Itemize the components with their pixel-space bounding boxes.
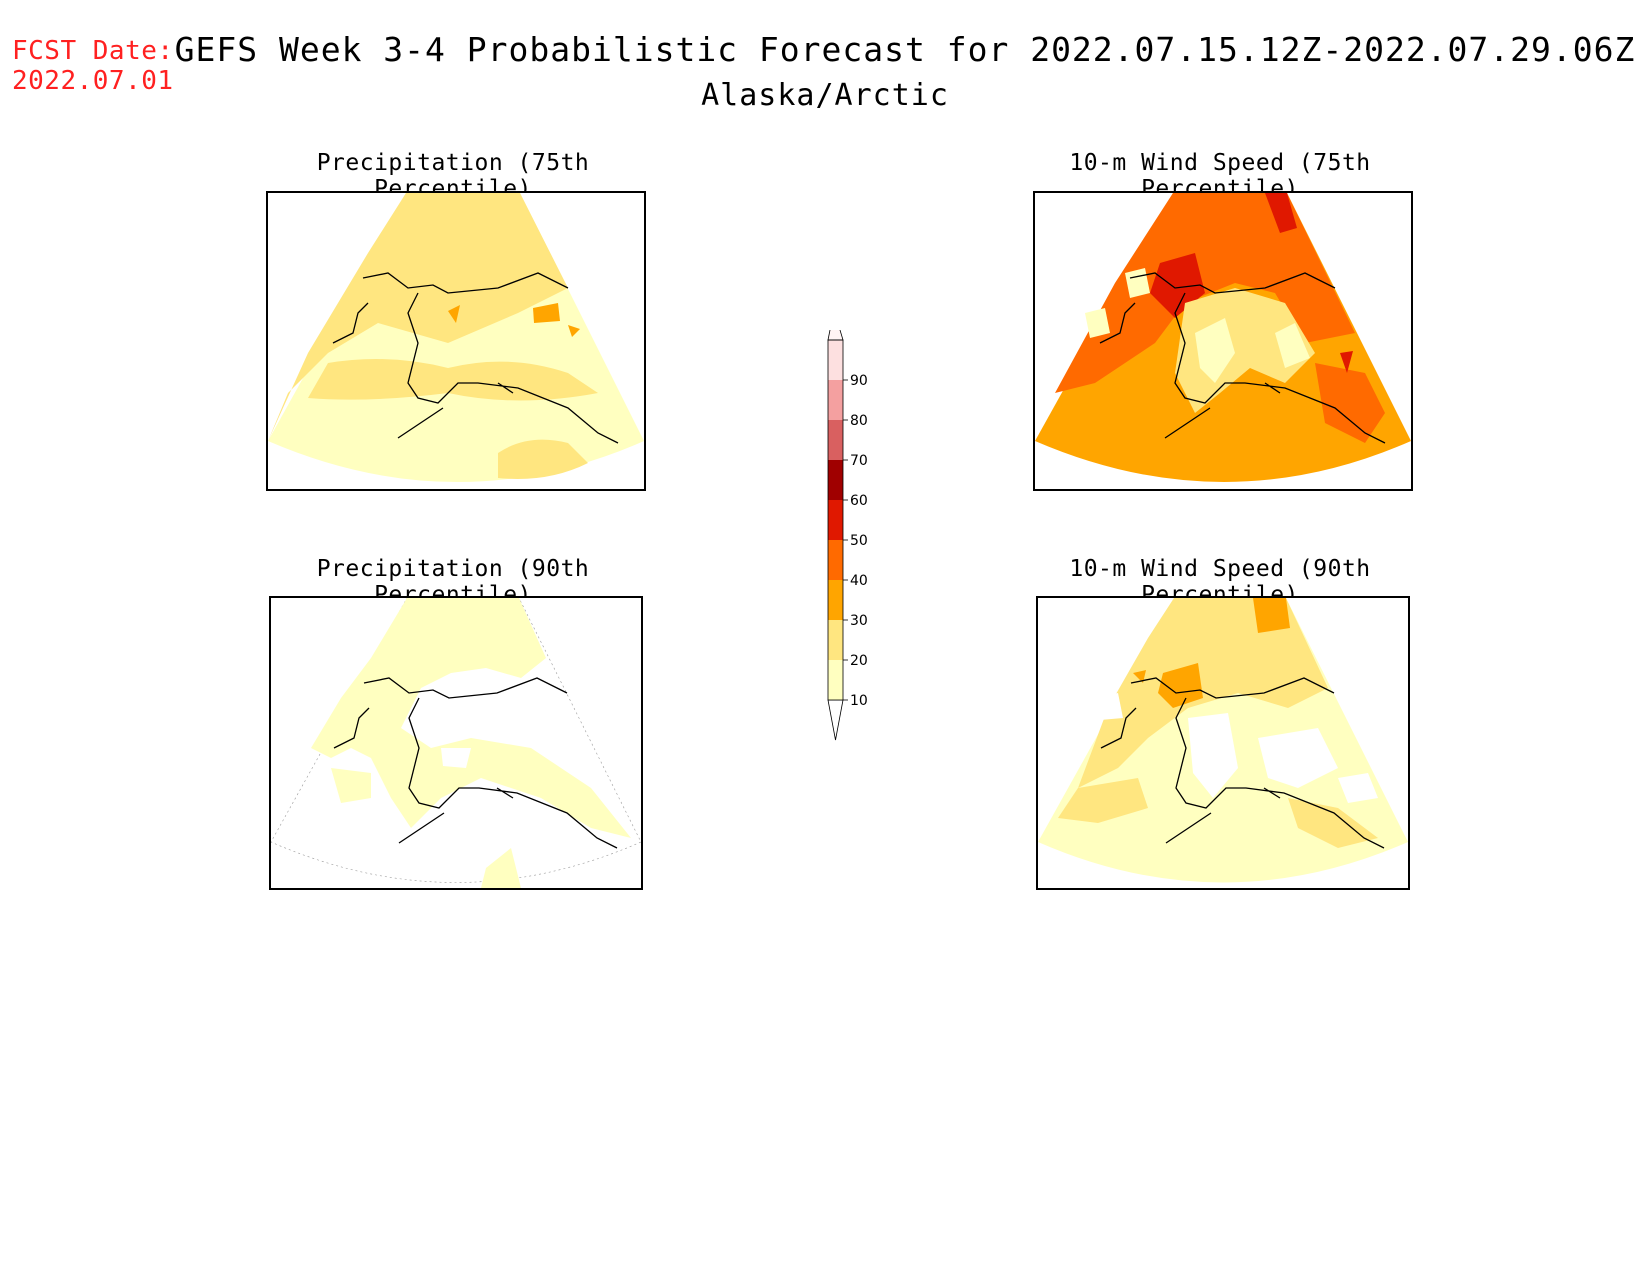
map-shade-light xyxy=(1288,798,1378,848)
map-shade-pale xyxy=(1195,318,1235,383)
colorbar-swatch xyxy=(828,620,843,660)
colorbar-swatch xyxy=(828,380,843,420)
map-wind-75-svg xyxy=(1035,193,1411,482)
map-shade-light xyxy=(308,359,598,401)
page-title: GEFS Week 3-4 Probabilistic Forecast for… xyxy=(0,30,1650,69)
map-shade-white xyxy=(471,686,511,718)
colorbar-tick-label: 90 xyxy=(850,373,868,389)
map-shade-white xyxy=(1188,713,1238,798)
colorbar-tick-label: 80 xyxy=(850,413,868,429)
colorbar-tick-label: 50 xyxy=(850,533,868,549)
colorbar-swatch xyxy=(828,540,843,580)
map-precip-75 xyxy=(266,191,646,491)
map-shade-light xyxy=(498,439,588,479)
map-precip-90 xyxy=(269,596,643,890)
map-coastline xyxy=(332,272,619,444)
map-shade-dark-orange xyxy=(1315,363,1385,443)
page-title-text: GEFS Week 3-4 Probabilistic Forecast for… xyxy=(174,30,1636,69)
colorbar-tick-label: 20 xyxy=(850,653,868,669)
map-coastline xyxy=(1100,677,1385,849)
map-shade-orange xyxy=(1133,670,1146,683)
map-shade-orange xyxy=(448,305,460,323)
map-shade-red xyxy=(1265,193,1297,233)
colorbar-swatch xyxy=(828,500,843,540)
colorbar-top-arrow xyxy=(827,309,844,341)
colorbar-tick-label: 60 xyxy=(850,493,868,509)
map-shade-light xyxy=(1058,778,1148,823)
map-shade-pale xyxy=(1275,323,1310,368)
map-shade-pale xyxy=(331,768,371,803)
map-wind-90-svg xyxy=(1038,598,1408,883)
map-precip-75-svg xyxy=(268,193,644,482)
map-shade-pale xyxy=(1085,308,1110,338)
map-coastline xyxy=(1099,272,1386,444)
panel-title-wind-75: 10-m Wind Speed (75th Percentile) xyxy=(1069,150,1371,202)
region-title: Alaska/Arctic xyxy=(701,78,949,113)
colorbar-swatch xyxy=(828,580,843,620)
colorbar-frame xyxy=(827,339,844,701)
map-shade-orange xyxy=(568,325,580,337)
colorbar-swatch xyxy=(828,340,843,380)
colorbar-tick-label: 10 xyxy=(850,693,868,709)
colorbar-svg: 10 20 30 40 50 60 70 80 90 xyxy=(827,309,868,741)
colorbar-swatch xyxy=(828,460,843,500)
map-shade-light xyxy=(1175,288,1315,413)
forecast-date-value: 2022.07.01 xyxy=(12,66,174,96)
map-shade-white xyxy=(1258,728,1338,788)
map-shade-red xyxy=(1340,351,1353,373)
colorbar-swatch xyxy=(828,660,843,700)
map-shade-light xyxy=(1078,598,1328,788)
map-shade-pale xyxy=(481,848,521,888)
colorbar-tick-label: 40 xyxy=(850,573,868,589)
map-sector xyxy=(271,598,641,883)
map-shade-pale xyxy=(311,598,631,838)
colorbar-bottom-arrow xyxy=(827,699,844,741)
map-shade-white xyxy=(1098,693,1123,720)
map-shade-orange xyxy=(533,303,560,323)
forecast-date-label: FCST Date: xyxy=(12,36,174,66)
colorbar-tick-label: 70 xyxy=(850,453,868,469)
colorbar-swatch xyxy=(828,420,843,460)
map-wind-75 xyxy=(1033,191,1413,491)
colorbar: 10 20 30 40 50 60 70 80 90 xyxy=(810,309,870,754)
map-shade-white xyxy=(1338,773,1378,803)
map-shade-orange xyxy=(1253,598,1290,633)
colorbar-tick-label: 30 xyxy=(850,613,868,629)
map-wind-90 xyxy=(1036,596,1410,890)
map-coastline xyxy=(333,677,618,849)
map-shade-orange xyxy=(1158,663,1203,708)
map-shade-white xyxy=(441,748,471,768)
map-shade-light xyxy=(268,193,568,441)
map-precip-90-svg xyxy=(271,598,641,888)
